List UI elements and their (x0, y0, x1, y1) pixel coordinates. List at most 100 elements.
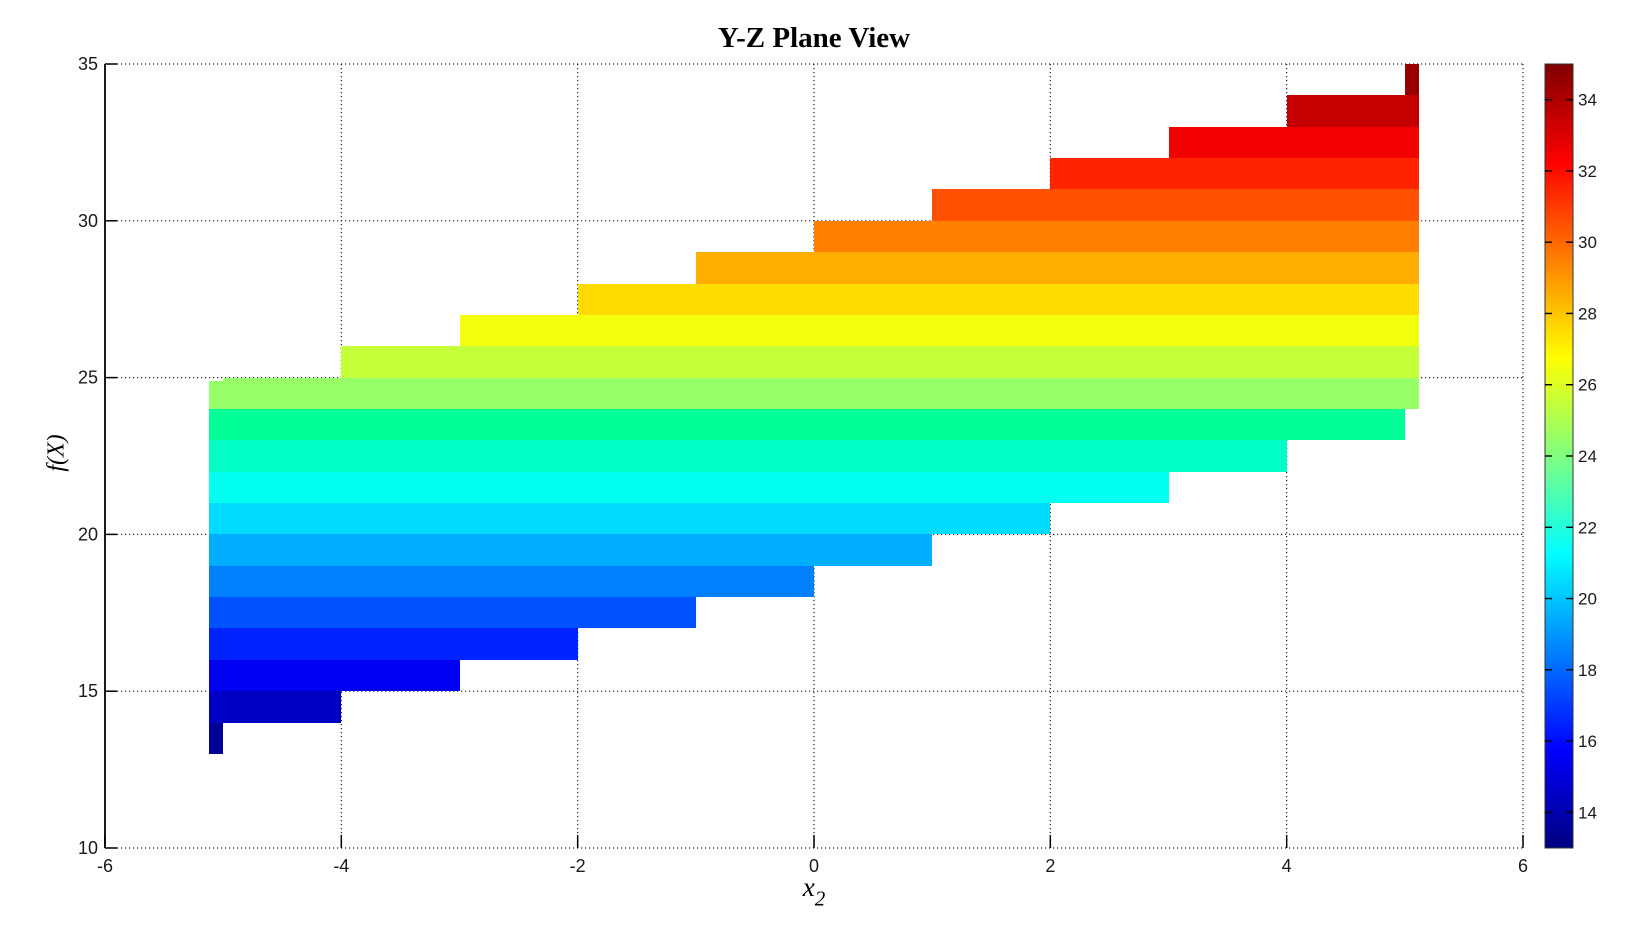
surface-band-segment (1169, 189, 1287, 221)
surface-band-segment (209, 691, 223, 723)
colorbar: 14 16 18 20 22 24 26 28 30 32 34 (1544, 63, 1597, 849)
surface-band-segment (209, 381, 223, 409)
surface-band-segment (1050, 346, 1169, 378)
x-axis-label-subscript: 2 (814, 886, 826, 911)
surface-band-segment (696, 566, 814, 597)
surface-band-segment (1405, 64, 1419, 95)
surface-band-segment (696, 534, 814, 566)
surface-band-segment (209, 566, 223, 597)
surface-band-segment (341, 534, 460, 566)
x-tick-label: -2 (570, 856, 586, 876)
surface-band-segment (1050, 472, 1169, 503)
surface-band-segment (1169, 346, 1287, 378)
surface-band-segment (932, 315, 1050, 346)
surface-band-segment (696, 252, 814, 284)
surface-band-segment (578, 378, 696, 409)
surface-band-segment (209, 534, 223, 566)
surface-band-segment (341, 660, 460, 691)
surface-band-segment (932, 503, 1050, 534)
surface-band-segment (460, 315, 578, 346)
surface-band-segment (460, 440, 578, 472)
surface-band-segment (460, 597, 578, 628)
surface-band-segment (460, 503, 578, 534)
surface-band-segment (341, 628, 460, 660)
surface-band-segment (209, 472, 223, 503)
surface-band-segment (223, 628, 341, 660)
colorbar-tick-label: 14 (1578, 803, 1597, 822)
surface-band-segment (460, 534, 578, 566)
surface-band-segment (223, 378, 341, 409)
surface-band-segment (1169, 440, 1287, 472)
surface-band-segment (1050, 284, 1169, 315)
surface-band-segment (578, 503, 696, 534)
surface-band-segment (209, 723, 223, 754)
surface-band-segment (578, 534, 696, 566)
surface-band-segment (1405, 127, 1419, 158)
surface-band-segment (341, 472, 460, 503)
surface-band-segment (932, 409, 1050, 440)
surface-band-segment (1050, 315, 1169, 346)
x-tick-label: 0 (809, 856, 819, 876)
surface-band-segment (1287, 284, 1405, 315)
surface-band-segment (1169, 221, 1287, 252)
surface-band-segment (578, 597, 696, 628)
surface-band-segment (932, 472, 1050, 503)
y-axis-label-text: f(X) (43, 434, 70, 472)
y-tick-label: 30 (78, 211, 98, 231)
surface-band-segment (1405, 284, 1419, 315)
colorbar-tick-label: 20 (1578, 590, 1597, 609)
surface-band-segment (460, 346, 578, 378)
surface-band-segment (578, 566, 696, 597)
surface-band-segment (696, 503, 814, 534)
surface-band-segment (209, 660, 223, 691)
surface-band-segment (932, 440, 1050, 472)
surface-band-segment (1169, 284, 1287, 315)
surface-band-segment (223, 409, 341, 440)
surface-band-segment (341, 346, 460, 378)
surface-band-segment (341, 503, 460, 534)
surface-band-segment (578, 440, 696, 472)
x-tick-label: 6 (1518, 856, 1528, 876)
y-tick-label: 35 (78, 54, 98, 74)
surface-band-segment (932, 378, 1050, 409)
surface-band-segment (1169, 378, 1287, 409)
surface-band-segment (1405, 95, 1419, 127)
surface-band-segment (696, 378, 814, 409)
tick-labels: -6 -4 -2 0 2 4 6 10 15 20 25 30 35 (78, 54, 1528, 876)
surface-band-segment (223, 597, 341, 628)
surface-band-segment (814, 252, 932, 284)
surface-band-segment (814, 284, 932, 315)
surface-band-segment (460, 472, 578, 503)
surface-band-segment (814, 346, 932, 378)
surface-band-segment (223, 660, 341, 691)
surface-band-segment (1287, 409, 1405, 440)
surface-band-segment (223, 566, 341, 597)
surface-band-segment (223, 691, 341, 723)
surface-band-segment (460, 409, 578, 440)
surface-band-segment (696, 284, 814, 315)
surface-band-segment (814, 440, 932, 472)
surface-band-segment (341, 566, 460, 597)
surface-band-segment (223, 472, 341, 503)
surface-band-segment (341, 378, 460, 409)
x-axis-label: x2 (105, 872, 1523, 911)
y-tick-label: 15 (78, 681, 98, 701)
colorbar-tick-label: 26 (1578, 376, 1597, 395)
surface-band-segment (223, 534, 341, 566)
colorbar-tick-label: 32 (1578, 162, 1597, 181)
surface-band-segment (223, 503, 341, 534)
surface-band-segment (814, 409, 932, 440)
x-tick-label: 4 (1282, 856, 1292, 876)
surface-band-segment (696, 315, 814, 346)
surface-band-segment (1287, 252, 1405, 284)
surface-band-segment (1050, 409, 1169, 440)
surface-band-segment (1287, 158, 1405, 189)
surface-band-segment (1169, 315, 1287, 346)
surface-band-segment (1169, 409, 1287, 440)
surface-band-segment (209, 628, 223, 660)
surface-band-segment (696, 440, 814, 472)
surface-band-segment (1287, 346, 1405, 378)
surface-band-segment (1050, 221, 1169, 252)
